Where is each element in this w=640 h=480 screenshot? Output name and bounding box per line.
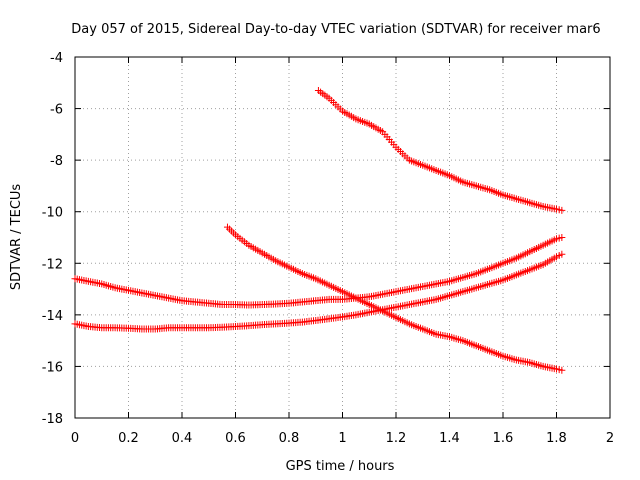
y-tick-label: -12 — [42, 257, 63, 272]
x-tick-label: 1.4 — [439, 431, 460, 446]
y-tick-label: -16 — [42, 360, 63, 375]
y-axis-label: SDTVAR / TECUs — [9, 184, 24, 291]
x-tick-label: 0.6 — [225, 431, 246, 446]
x-tick-label: 0.2 — [118, 431, 139, 446]
data-point — [558, 206, 566, 214]
y-tick-label: -10 — [42, 206, 63, 221]
chart-title: Day 057 of 2015, Sidereal Day-to-day VTE… — [71, 22, 600, 37]
x-tick-label: 1 — [338, 431, 346, 446]
axis-ticks: 0 0.2 0.4 0.6 0.8 1 1.2 1.4 1.6 1.8 2 -4 -6 -8 -10 -12 -… — [42, 51, 614, 446]
series-satellite-a — [314, 87, 566, 214]
series-satellite-d — [71, 250, 566, 333]
x-tick-label: 1.2 — [386, 431, 407, 446]
data-point — [558, 250, 566, 258]
data-series — [71, 87, 566, 374]
y-tick-label: -8 — [50, 154, 63, 169]
y-tick-label: -6 — [50, 103, 63, 118]
x-tick-label: 0.4 — [172, 431, 193, 446]
data-point — [558, 234, 566, 241]
series-satellite-c — [71, 234, 566, 309]
series-satellite-b — [223, 223, 566, 374]
x-tick-label: 0.8 — [279, 431, 300, 446]
x-axis-label: GPS time / hours — [286, 459, 395, 474]
y-tick-label: -18 — [42, 412, 63, 427]
y-tick-label: -14 — [42, 309, 63, 324]
x-tick-label: 1.6 — [493, 431, 514, 446]
x-tick-label: 2 — [606, 431, 614, 446]
y-tick-label: -4 — [50, 51, 63, 66]
x-tick-label: 0 — [71, 431, 79, 446]
data-point — [558, 366, 566, 374]
x-tick-label: 1.8 — [546, 431, 567, 446]
